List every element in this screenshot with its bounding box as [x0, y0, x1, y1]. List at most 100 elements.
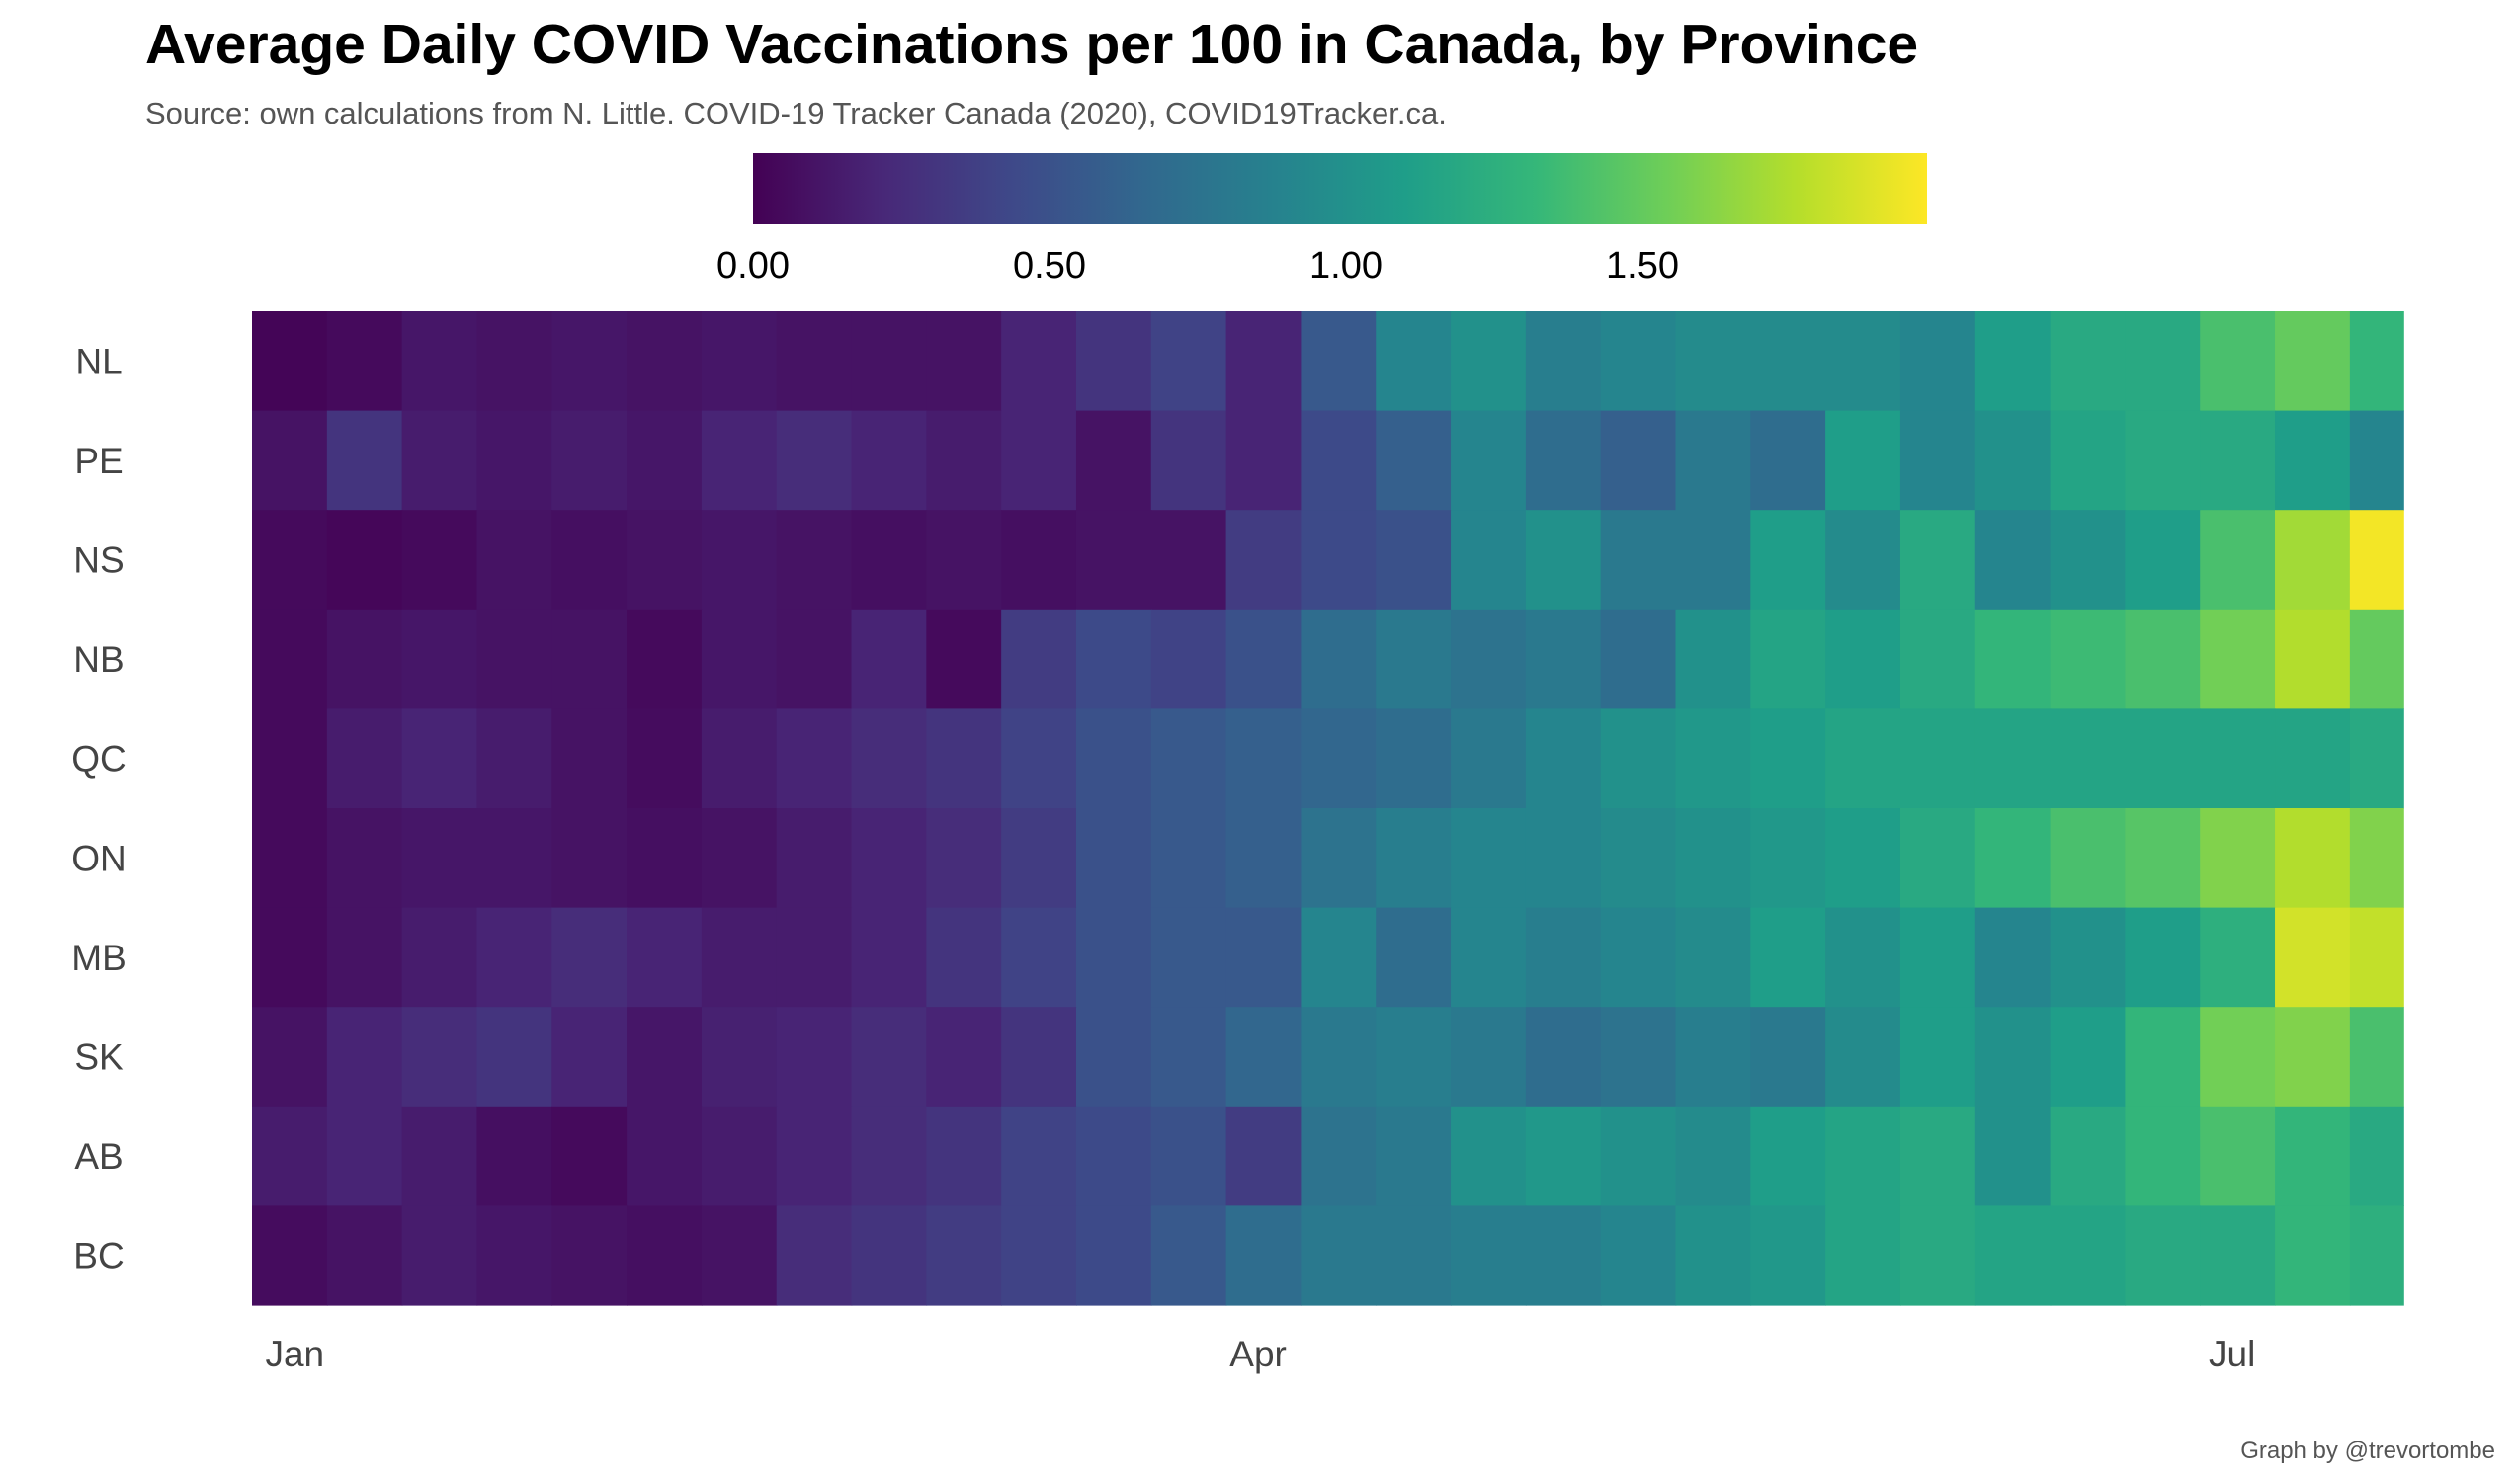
heatmap-cell: [252, 510, 328, 611]
heatmap-cell: [1001, 510, 1077, 611]
heatmap-cell: [1376, 609, 1452, 709]
heatmap-cell: [1001, 907, 1077, 1008]
y-axis-label: ON: [71, 838, 126, 878]
heatmap-cell: [1525, 1205, 1602, 1306]
heatmap-cell: [551, 708, 628, 809]
heatmap-cell: [2275, 907, 2351, 1008]
heatmap-cell: [701, 708, 778, 809]
heatmap-cell: [1075, 1205, 1152, 1306]
heatmap-cell: [1451, 708, 1527, 809]
heatmap-cell: [1225, 609, 1302, 709]
heatmap-cell: [851, 510, 928, 611]
heatmap-cell: [627, 1205, 703, 1306]
heatmap-cell: [1525, 1106, 1602, 1206]
heatmap-cell: [1001, 609, 1077, 709]
heatmap-cell: [1825, 311, 1901, 412]
heatmap-cell: [701, 510, 778, 611]
heatmap-cell: [1451, 1106, 1527, 1206]
heatmap-cell: [551, 808, 628, 909]
heatmap-cell: [1899, 510, 1976, 611]
heatmap-cell: [1376, 1106, 1452, 1206]
heatmap-cell: [1750, 708, 1826, 809]
heatmap-cell: [1376, 311, 1452, 412]
heatmap-cell: [401, 410, 478, 511]
heatmap-cell: [1899, 808, 1976, 909]
heatmap-cell: [1974, 609, 2052, 709]
heatmap-cell: [2050, 1007, 2127, 1108]
heatmap-cell: [2125, 609, 2202, 709]
heatmap-cell: [776, 510, 853, 611]
heatmap-cell: [627, 708, 703, 809]
heatmap-cell: [2050, 808, 2127, 909]
heatmap-cell: [851, 609, 928, 709]
heatmap-cell: [1451, 1205, 1527, 1306]
heatmap-cell: [1675, 510, 1752, 611]
heatmap-cell: [2275, 1205, 2351, 1306]
heatmap-cell: [627, 510, 703, 611]
heatmap-cell: [551, 907, 628, 1008]
heatmap-cell: [326, 410, 403, 511]
heatmap-cell: [1600, 1106, 1677, 1206]
heatmap-cell: [1600, 1007, 1677, 1108]
heatmap-cell: [1451, 609, 1527, 709]
heatmap-cell: [1301, 708, 1378, 809]
heatmap-cell: [1525, 1007, 1602, 1108]
heatmap-cell: [926, 808, 1002, 909]
heatmap-cell: [627, 907, 703, 1008]
heatmap-cell: [1974, 1007, 2052, 1108]
heatmap-cell: [401, 1007, 478, 1108]
heatmap-cell: [701, 1007, 778, 1108]
heatmap-cell: [1525, 808, 1602, 909]
heatmap-cell: [926, 1007, 1002, 1108]
heatmap-cell: [476, 510, 553, 611]
legend-tick-label: 1.00: [1309, 245, 1383, 287]
heatmap-cell: [326, 1205, 403, 1306]
heatmap-cell: [1451, 1007, 1527, 1108]
heatmap-cell: [1301, 1106, 1378, 1206]
heatmap-cell: [476, 311, 553, 412]
heatmap-cell: [2125, 907, 2202, 1008]
heatmap-cell: [1376, 808, 1452, 909]
heatmap-cell: [1001, 708, 1077, 809]
heatmap-cell: [1750, 311, 1826, 412]
heatmap-cell: [2050, 1106, 2127, 1206]
heatmap-cell: [1225, 1106, 1302, 1206]
heatmap-cell: [701, 808, 778, 909]
heatmap-cell: [1974, 1205, 2052, 1306]
heatmap-cell: [1600, 311, 1677, 412]
heatmap-cell: [926, 311, 1002, 412]
heatmap-cell: [2200, 808, 2276, 909]
heatmap-cell: [1225, 907, 1302, 1008]
heatmap-cell: [2349, 609, 2404, 709]
heatmap-cell: [476, 1007, 553, 1108]
heatmap-cell: [2349, 1007, 2404, 1108]
heatmap-cell: [1301, 907, 1378, 1008]
heatmap-cell: [1899, 1205, 1976, 1306]
heatmap-cell: [2275, 808, 2351, 909]
heatmap-cell: [701, 311, 778, 412]
heatmap-cell: [2349, 311, 2404, 412]
heatmap-cell: [2200, 311, 2276, 412]
heatmap-cell: [776, 1007, 853, 1108]
heatmap-cell: [401, 708, 478, 809]
heatmap-cell: [1825, 609, 1901, 709]
heatmap-cell: [1301, 808, 1378, 909]
y-axis-label: PE: [74, 441, 123, 481]
legend-tick-labels: 0.00 0.50 1.00 1.50: [716, 245, 1679, 287]
heatmap-cell: [476, 907, 553, 1008]
heatmap-cell: [326, 510, 403, 611]
heatmap-cell: [1001, 311, 1077, 412]
heatmap-cell: [2125, 708, 2202, 809]
heatmap-cell: [1525, 311, 1602, 412]
heatmap-cell: [1150, 907, 1227, 1008]
heatmap-cell: [252, 907, 328, 1008]
heatmap-cell: [1301, 510, 1378, 611]
heatmap-cell: [1974, 311, 2052, 412]
heatmap-cell: [2125, 311, 2202, 412]
heatmap-cell: [2349, 1106, 2404, 1206]
heatmap-cell: [2125, 510, 2202, 611]
heatmap-cell: [1825, 410, 1901, 511]
heatmap-cell: [551, 1007, 628, 1108]
heatmap-cell: [1150, 1205, 1227, 1306]
heatmap-cell: [2275, 609, 2351, 709]
